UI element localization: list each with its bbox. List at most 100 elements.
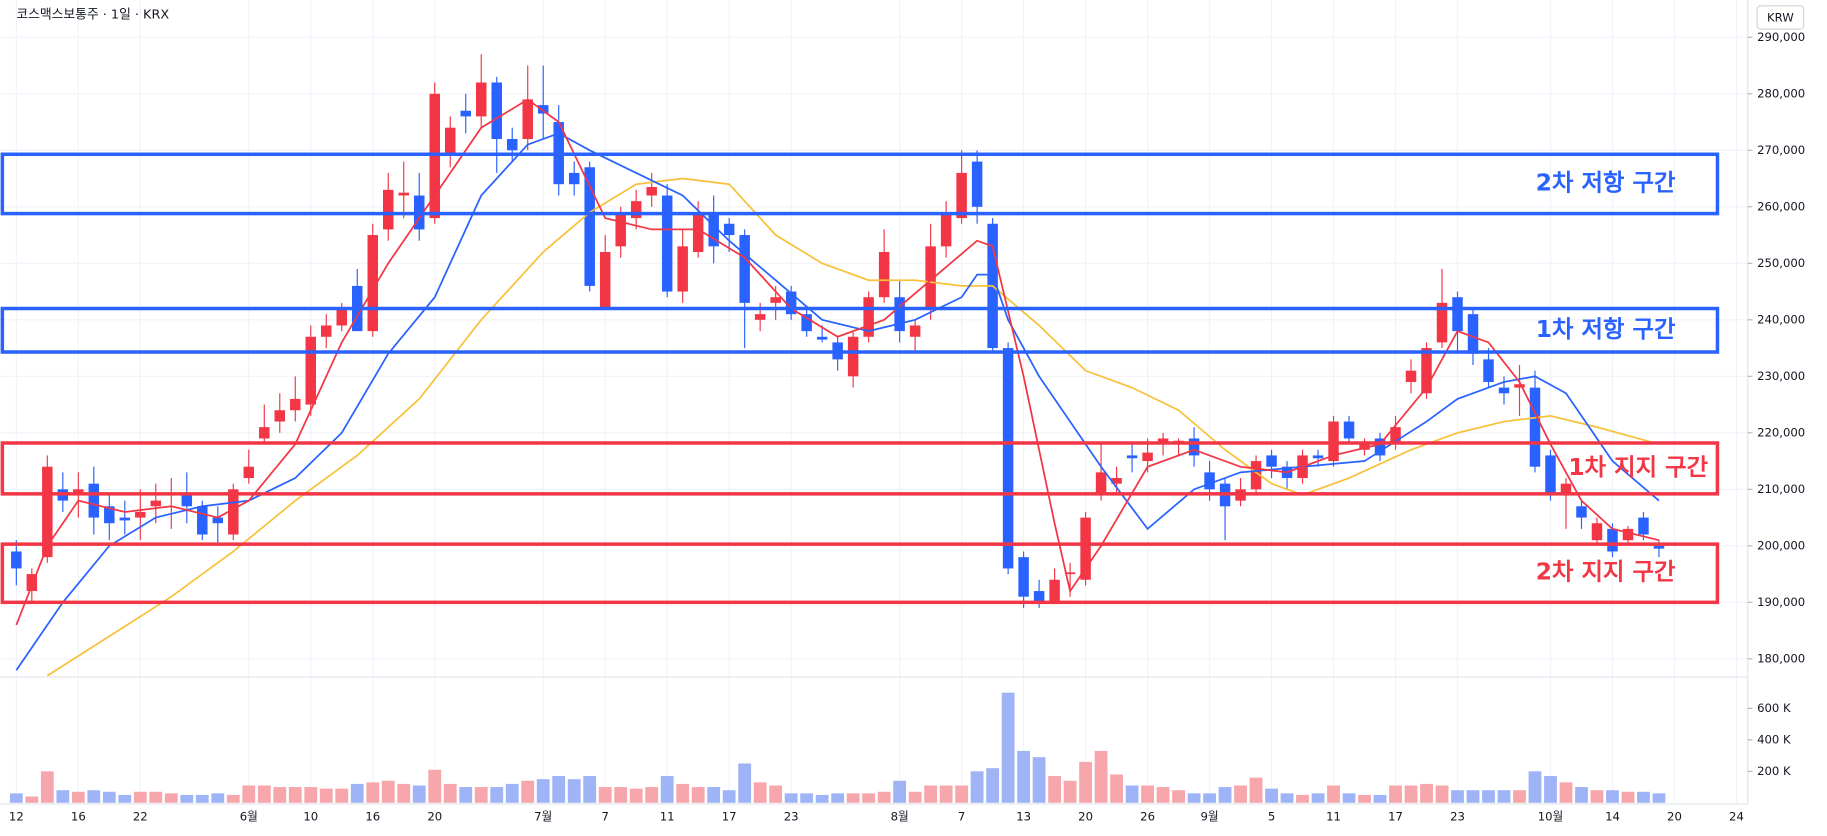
volume-bar	[1621, 791, 1635, 803]
x-tick-label: 7	[958, 809, 965, 823]
zone-label: 1차 지지 구간	[1568, 454, 1708, 481]
volume-bar	[1017, 750, 1031, 803]
x-tick-label: 12	[9, 809, 24, 823]
volume-bar	[691, 787, 705, 803]
volume-bar	[552, 776, 566, 803]
candle-body	[971, 161, 983, 207]
candle-body	[42, 466, 53, 558]
volume-bar	[118, 794, 132, 803]
volume-bar	[397, 783, 411, 803]
volume-bar	[288, 787, 302, 803]
y-tick-label: 250,000	[1757, 256, 1805, 270]
candle-body	[1529, 387, 1541, 467]
candle-body	[925, 246, 936, 309]
candle-body	[228, 489, 239, 535]
y-tick-label: 230,000	[1757, 369, 1805, 383]
x-tick-label: 22	[133, 809, 148, 823]
volume-bar	[1048, 776, 1062, 803]
y-tick-label: 260,000	[1757, 199, 1805, 213]
y-tick-label: 270,000	[1757, 143, 1805, 157]
candle-body	[1095, 472, 1107, 495]
x-tick-label: 10월	[1538, 809, 1564, 823]
volume-bar	[1032, 757, 1046, 803]
candle-body	[692, 212, 704, 253]
candle-body	[847, 336, 859, 377]
volume-bar	[831, 793, 845, 803]
volume-bar	[350, 783, 364, 803]
x-tick-label: 5	[1268, 809, 1275, 823]
volume-bar	[1156, 787, 1170, 803]
candle-body	[305, 336, 317, 405]
volume-bar	[1466, 790, 1480, 803]
zone-box	[0, 152, 1720, 216]
candle-body	[1622, 528, 1634, 541]
y-tick-label: 240,000	[1757, 312, 1805, 326]
volume-bar	[1513, 790, 1526, 803]
volume-bar	[815, 794, 829, 803]
volume-bar	[660, 776, 674, 803]
zone-label: 1차 저항 구간	[1536, 316, 1676, 343]
x-tick-label: 26	[1140, 809, 1155, 823]
zone-label: 2차 지지 구간	[1536, 559, 1676, 586]
volume-bar	[1420, 783, 1433, 803]
volume-bar	[784, 793, 798, 803]
volume-bar	[707, 787, 721, 803]
volume-bar	[180, 794, 194, 803]
candle-body	[367, 235, 378, 332]
volume-bar	[1358, 794, 1371, 803]
volume-tick-label: 600 K	[1757, 701, 1791, 715]
volume-bar	[970, 771, 984, 803]
volume-bar	[1389, 785, 1402, 803]
volume-bar	[862, 793, 876, 803]
volume-bar	[846, 793, 860, 803]
candle-body	[1436, 302, 1448, 343]
volume-bar	[102, 791, 116, 803]
volume-bar	[195, 794, 209, 803]
x-tick-label: 13	[1016, 809, 1031, 823]
volume-bar	[1063, 780, 1077, 803]
candle-body	[1452, 297, 1463, 332]
candle-body	[1467, 314, 1479, 354]
candle-body	[878, 252, 890, 298]
candle-body	[1576, 506, 1587, 518]
volume-bar	[1110, 774, 1123, 803]
currency-box[interactable]	[1756, 5, 1805, 30]
candle-body	[1374, 438, 1386, 456]
moving-average-line	[15, 132, 1660, 671]
candle-body	[1250, 461, 1262, 490]
volume-bar	[1482, 790, 1495, 803]
candle-body	[1049, 579, 1060, 603]
candle-body	[661, 195, 673, 292]
volume-bar	[908, 791, 922, 803]
moving-average-line	[46, 177, 1660, 677]
candle-body	[599, 252, 611, 309]
x-tick-label: 9월	[1201, 809, 1219, 823]
candle-body	[1653, 545, 1665, 549]
currency[interactable]: KRW	[1767, 11, 1794, 25]
candle-body	[646, 187, 657, 196]
candle-body	[104, 506, 115, 524]
candle-body	[956, 172, 967, 219]
candle-body	[1080, 517, 1091, 580]
candle-body	[1514, 384, 1525, 388]
y-tick-label: 190,000	[1757, 595, 1805, 609]
x-tick-label: 10	[303, 809, 318, 823]
volume-bar	[939, 785, 953, 803]
x-tick-label: 8월	[891, 809, 909, 823]
x-tick-label: 7	[601, 809, 608, 823]
candle-body	[475, 82, 487, 117]
volume-bar	[1296, 794, 1309, 803]
volume-bar	[955, 785, 969, 803]
x-tick-label: 6월	[240, 809, 258, 823]
candle-body	[1312, 455, 1324, 459]
zone-box	[0, 441, 1720, 496]
volume-bar	[56, 790, 70, 803]
zone-box	[0, 542, 1720, 605]
candle-body	[1607, 528, 1618, 552]
x-tick-label: 24	[1729, 809, 1744, 823]
volume-bar	[1001, 692, 1015, 803]
x-tick-label: 23	[1450, 809, 1465, 823]
x-tick-label: 16	[365, 809, 380, 823]
volume-bar	[1497, 790, 1511, 803]
volume-bar	[257, 785, 271, 803]
